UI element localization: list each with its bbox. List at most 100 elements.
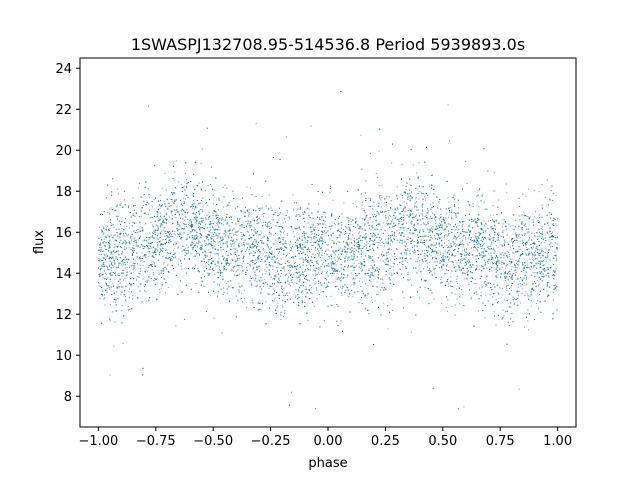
data-point — [377, 294, 379, 296]
data-point — [318, 269, 320, 271]
data-point — [165, 281, 167, 283]
data-point — [114, 246, 116, 248]
data-point — [314, 235, 316, 237]
data-point — [448, 283, 450, 285]
data-point — [101, 247, 103, 249]
data-point — [280, 231, 282, 233]
data-point — [210, 166, 212, 168]
data-point — [326, 249, 328, 251]
data-point — [135, 229, 137, 231]
data-point — [289, 270, 291, 272]
data-point — [305, 259, 307, 261]
data-point — [202, 228, 204, 230]
data-point — [126, 226, 128, 227]
data-point — [219, 266, 220, 268]
data-point — [472, 206, 474, 208]
data-point — [114, 321, 116, 323]
data-point — [148, 237, 150, 238]
data-point — [516, 267, 518, 269]
data-point — [329, 273, 331, 274]
data-point — [415, 261, 417, 263]
data-point — [236, 235, 238, 237]
data-point — [446, 213, 448, 215]
data-point — [163, 200, 165, 202]
data-point — [280, 258, 282, 260]
data-point — [448, 240, 450, 241]
data-point — [372, 227, 374, 229]
data-point — [409, 253, 411, 254]
data-point — [212, 215, 214, 217]
data-point — [471, 296, 472, 298]
data-point — [143, 213, 145, 215]
data-point — [110, 246, 112, 248]
data-point — [114, 210, 116, 212]
data-point — [113, 234, 115, 236]
data-point — [484, 263, 486, 265]
data-point — [237, 220, 239, 222]
data-point — [282, 267, 284, 269]
data-point — [183, 227, 185, 229]
data-point — [176, 206, 178, 208]
data-point — [325, 296, 327, 297]
data-point — [99, 283, 101, 285]
data-point — [366, 247, 367, 249]
data-point — [268, 194, 270, 196]
data-point — [457, 283, 458, 284]
data-point — [465, 273, 467, 275]
data-point — [306, 265, 307, 267]
data-point — [217, 219, 219, 221]
data-point — [423, 268, 424, 270]
data-point — [555, 255, 557, 257]
data-point — [324, 266, 326, 268]
data-point — [211, 185, 213, 187]
data-point — [416, 172, 418, 174]
data-point — [474, 240, 476, 242]
data-point — [129, 288, 130, 290]
data-point — [454, 266, 456, 268]
data-point — [164, 218, 166, 220]
data-point — [325, 250, 327, 252]
data-point — [462, 268, 463, 270]
data-point — [385, 274, 387, 276]
data-point — [132, 197, 134, 199]
data-point — [485, 285, 487, 287]
data-point — [347, 220, 349, 222]
data-point — [248, 248, 250, 250]
data-point — [470, 270, 471, 272]
data-point — [537, 279, 538, 281]
data-point — [527, 309, 529, 311]
data-point — [328, 249, 330, 251]
data-point — [327, 259, 329, 260]
data-point — [264, 279, 266, 281]
data-point — [99, 261, 101, 263]
data-point — [189, 220, 191, 222]
data-point — [504, 277, 505, 279]
data-point — [371, 274, 373, 276]
data-point — [552, 246, 554, 247]
data-point — [522, 251, 524, 252]
data-point — [243, 289, 245, 291]
data-point — [489, 249, 491, 251]
data-point — [532, 259, 534, 261]
data-point — [295, 297, 297, 298]
data-point — [267, 237, 269, 239]
data-point — [214, 241, 216, 243]
data-point — [118, 193, 119, 195]
data-point — [424, 255, 426, 257]
data-point — [213, 189, 215, 191]
data-point — [370, 153, 371, 154]
data-point — [450, 209, 452, 211]
data-point — [476, 248, 478, 250]
data-point — [532, 259, 533, 261]
data-point — [388, 235, 390, 236]
data-point — [343, 202, 345, 204]
data-point — [160, 194, 162, 196]
data-point — [287, 294, 288, 296]
data-point — [289, 250, 291, 251]
data-point — [552, 193, 554, 194]
data-point — [154, 277, 156, 279]
data-point — [500, 253, 502, 255]
data-point — [215, 222, 217, 224]
data-point — [541, 249, 543, 251]
data-point — [437, 254, 439, 256]
